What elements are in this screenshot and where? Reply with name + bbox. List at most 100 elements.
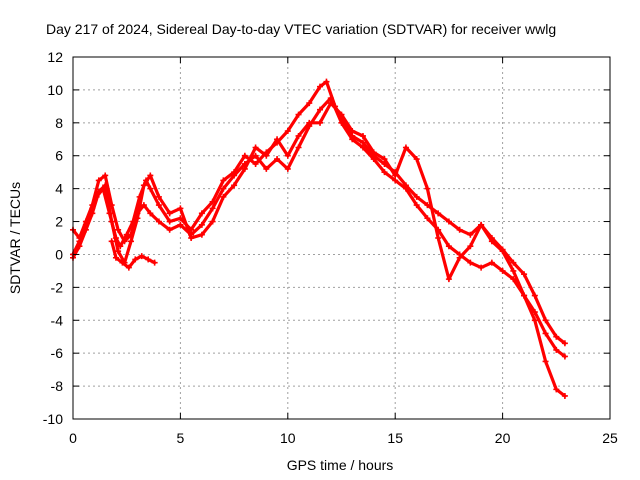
data-point bbox=[145, 256, 152, 263]
data-point bbox=[510, 259, 517, 266]
data-point bbox=[561, 340, 568, 347]
chart-title: Day 217 of 2024, Sidereal Day-to-day VTE… bbox=[46, 21, 556, 37]
x-tick-label: 15 bbox=[387, 430, 403, 446]
data-point bbox=[95, 188, 102, 195]
data-point bbox=[402, 144, 409, 151]
data-point bbox=[121, 238, 128, 245]
data-point bbox=[531, 317, 538, 324]
data-point bbox=[198, 231, 205, 238]
data-point bbox=[370, 149, 377, 156]
data-point bbox=[155, 193, 162, 200]
data-point bbox=[231, 172, 238, 179]
data-point bbox=[132, 256, 139, 263]
data-point bbox=[284, 152, 291, 159]
data-point bbox=[424, 215, 431, 222]
data-point bbox=[263, 152, 270, 159]
series-track-c bbox=[71, 101, 567, 398]
data-point bbox=[553, 346, 560, 353]
data-point bbox=[108, 218, 115, 225]
data-point bbox=[209, 205, 216, 212]
data-point bbox=[488, 238, 495, 245]
x-tick-label: 0 bbox=[69, 430, 77, 446]
data-point bbox=[467, 243, 474, 250]
x-tick-label: 5 bbox=[177, 430, 185, 446]
data-point bbox=[147, 210, 154, 217]
data-point bbox=[155, 218, 162, 225]
data-point bbox=[413, 193, 420, 200]
data-point bbox=[553, 386, 560, 393]
data-point bbox=[542, 330, 549, 337]
y-tick-label: 4 bbox=[55, 181, 63, 197]
data-point bbox=[220, 177, 227, 184]
data-point bbox=[467, 231, 474, 238]
series-track-b bbox=[71, 96, 567, 359]
data-point bbox=[295, 111, 302, 118]
data-point bbox=[306, 100, 313, 107]
data-point bbox=[445, 243, 452, 250]
data-point bbox=[155, 202, 162, 209]
data-point bbox=[177, 221, 184, 228]
data-point bbox=[274, 156, 281, 163]
data-point bbox=[76, 243, 83, 250]
y-tick-label: -4 bbox=[51, 312, 64, 328]
data-point bbox=[521, 271, 528, 278]
data-point bbox=[263, 165, 270, 172]
x-axis-title: GPS time / hours bbox=[287, 457, 394, 473]
data-point bbox=[198, 210, 205, 217]
y-tick-label: 10 bbox=[47, 82, 63, 98]
data-point bbox=[381, 156, 388, 163]
data-point bbox=[306, 119, 313, 126]
x-tick-label: 25 bbox=[602, 430, 618, 446]
data-point bbox=[323, 78, 330, 85]
x-tick-label: 20 bbox=[495, 430, 511, 446]
y-tick-label: 12 bbox=[47, 49, 63, 65]
data-point bbox=[317, 119, 324, 126]
data-point bbox=[115, 226, 122, 233]
data-point bbox=[499, 267, 506, 274]
data-point bbox=[435, 235, 442, 241]
data-point bbox=[231, 182, 238, 189]
y-tick-label: 2 bbox=[55, 214, 63, 230]
data-point bbox=[112, 254, 119, 261]
data-point bbox=[413, 156, 420, 163]
data-point bbox=[147, 172, 154, 179]
plot-frame bbox=[72, 56, 611, 420]
data-point bbox=[413, 202, 420, 209]
data-point bbox=[252, 160, 259, 167]
data-point bbox=[338, 119, 345, 126]
data-point bbox=[510, 267, 517, 274]
data-point bbox=[134, 215, 141, 222]
series-track-a bbox=[71, 80, 567, 345]
y-tick-label: 0 bbox=[55, 246, 63, 262]
data-point bbox=[424, 185, 431, 192]
data-point bbox=[102, 172, 109, 179]
data-point bbox=[252, 152, 259, 159]
data-point bbox=[317, 106, 324, 113]
data-point bbox=[349, 136, 356, 143]
data-point bbox=[166, 218, 173, 225]
y-tick-label: -6 bbox=[51, 345, 64, 361]
data-point bbox=[140, 182, 147, 189]
data-point bbox=[317, 83, 324, 90]
data-point bbox=[220, 193, 227, 200]
y-tick-label: -10 bbox=[43, 411, 63, 427]
data-point bbox=[166, 226, 173, 233]
y-tick-label: -8 bbox=[51, 378, 64, 394]
data-point bbox=[467, 259, 474, 266]
data-point bbox=[553, 333, 560, 340]
data-point bbox=[349, 128, 356, 135]
data-point bbox=[95, 177, 102, 184]
grid bbox=[73, 57, 610, 419]
data-point bbox=[119, 259, 126, 266]
y-axis-title: SDTVAR / TECUs bbox=[7, 182, 23, 294]
x-tick-labels: 0 5 10 15 20 25 bbox=[69, 57, 618, 446]
data-point bbox=[445, 218, 452, 225]
data-point bbox=[338, 111, 345, 118]
data-point bbox=[359, 132, 366, 139]
data-point bbox=[435, 210, 442, 217]
data-point bbox=[89, 210, 96, 217]
data-point bbox=[542, 317, 549, 324]
data-point bbox=[456, 226, 463, 233]
data-point bbox=[241, 152, 248, 159]
